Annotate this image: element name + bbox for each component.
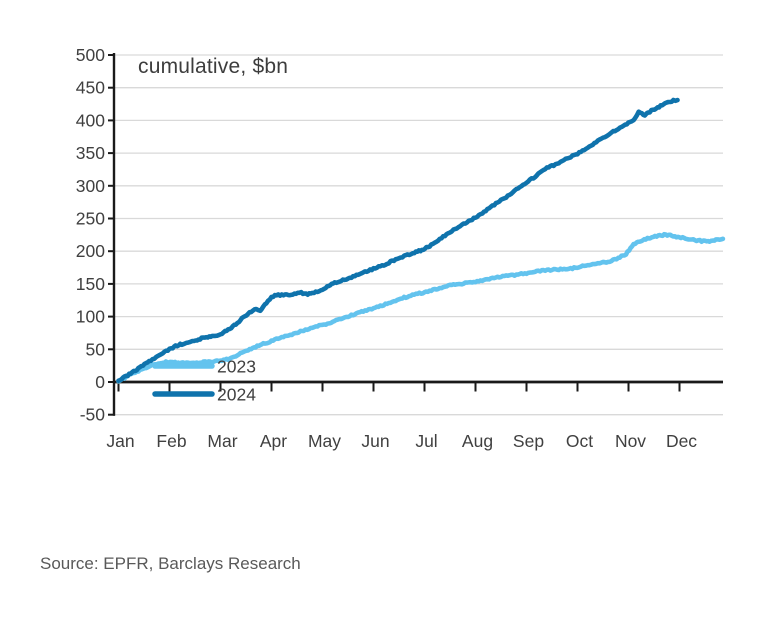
x-tick-label: Jan — [106, 431, 134, 451]
x-tick-label: Aug — [462, 431, 493, 451]
x-tick-label: Nov — [615, 431, 646, 451]
y-tick-label: 250 — [76, 209, 105, 229]
chart-title: cumulative, $bn — [138, 55, 289, 78]
series-2024-line — [116, 97, 680, 384]
y-tick-label: 400 — [76, 110, 105, 130]
y-tick-label: 500 — [76, 45, 105, 65]
x-tick-label: Feb — [156, 431, 186, 451]
x-tick-label: Jun — [361, 431, 389, 451]
y-tick-label: 200 — [76, 241, 105, 261]
source-note: Source: EPFR, Barclays Research — [40, 554, 301, 573]
y-tick-label: 450 — [76, 78, 105, 98]
x-tick-label: Mar — [207, 431, 237, 451]
y-tick-label: 100 — [76, 307, 105, 327]
x-tick-label: Apr — [260, 431, 287, 451]
y-tick-label: 0 — [95, 372, 105, 392]
x-tick-label: Oct — [566, 431, 593, 451]
y-tick-label: 350 — [76, 143, 105, 163]
y-tick-label: 300 — [76, 176, 105, 196]
series-2023-line — [116, 231, 726, 384]
x-tick-label: Sep — [513, 431, 544, 451]
y-tick-label: 150 — [76, 274, 105, 294]
y-tick-label: -50 — [80, 405, 106, 425]
y-tick-label: 50 — [86, 339, 106, 359]
x-tick-label: Jul — [415, 431, 437, 451]
x-tick-label: Dec — [666, 431, 697, 451]
x-tick-label: May — [308, 431, 341, 451]
legend-label-2023: 2023 — [217, 357, 256, 377]
legend-label-2024: 2024 — [217, 385, 256, 405]
